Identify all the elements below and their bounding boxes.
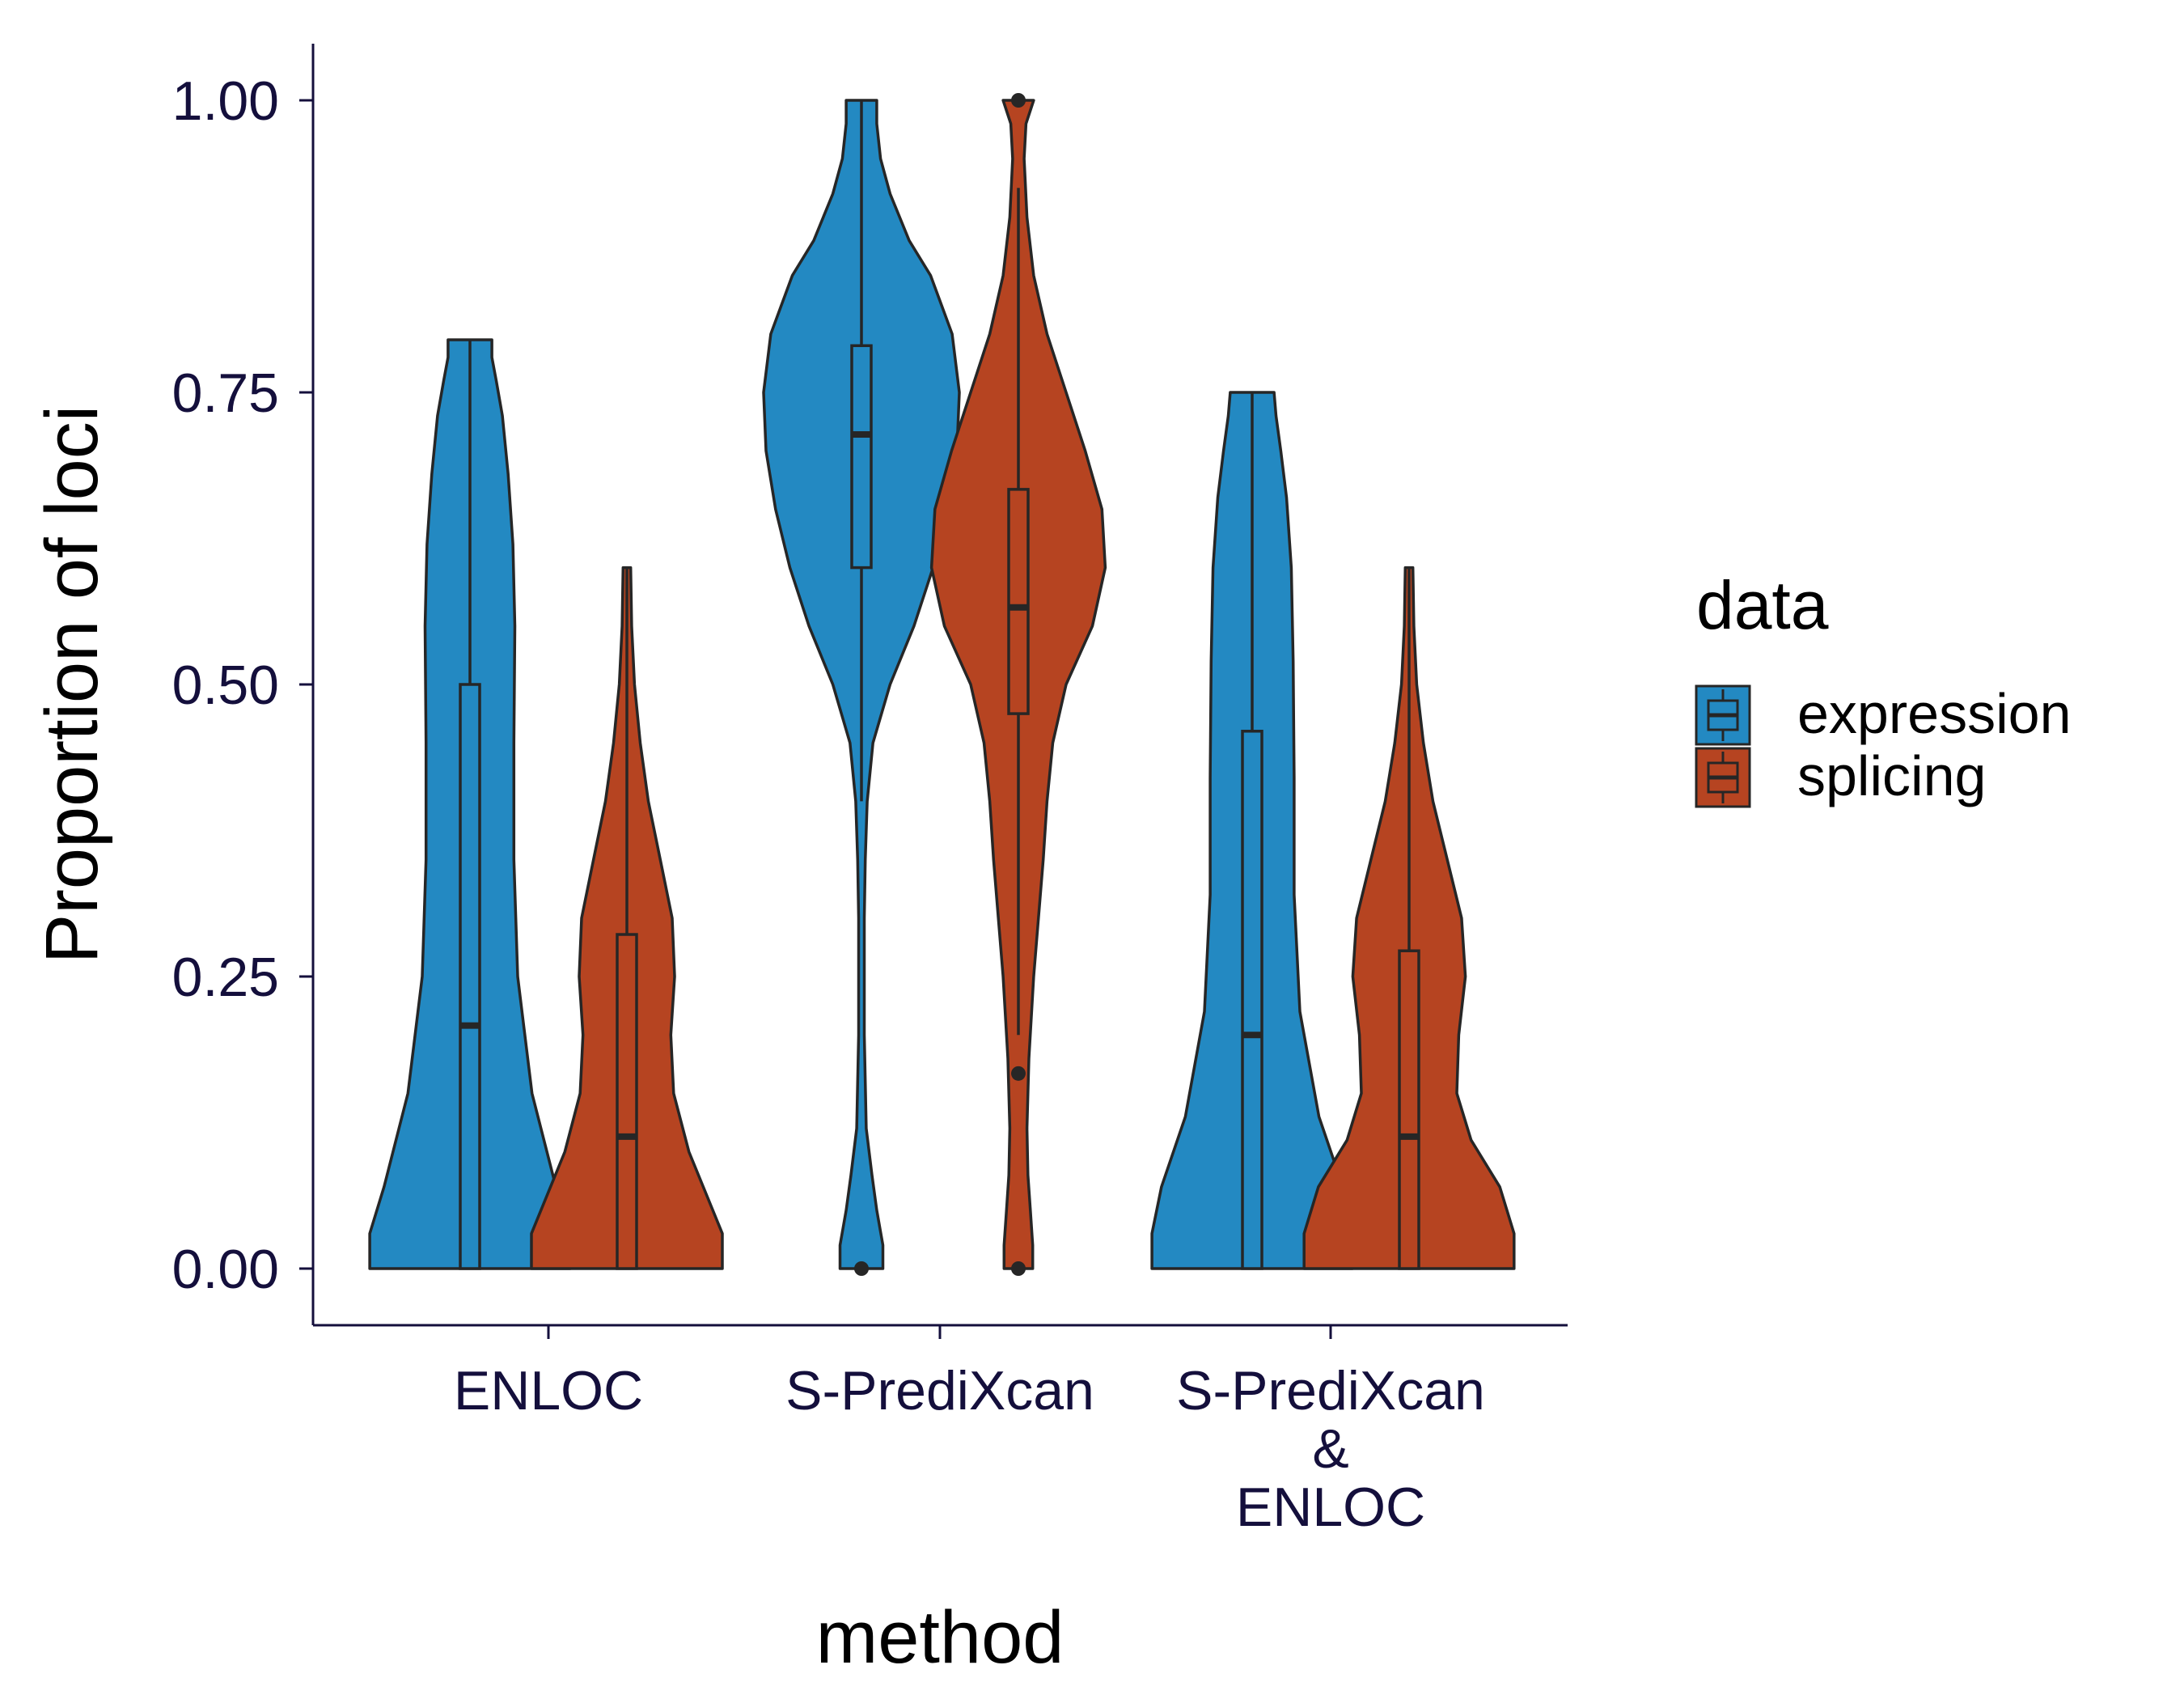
outlier-point — [1011, 93, 1026, 108]
box — [1007, 488, 1030, 715]
legend-item-expression: expression — [1695, 682, 2072, 746]
x-axis-title: method — [816, 1596, 1064, 1679]
x-tick-label: ENLOC — [1236, 1477, 1425, 1538]
plot-marks — [368, 93, 1516, 1276]
outlier-point — [854, 1261, 869, 1276]
y-tick-label: 0.75 — [172, 362, 279, 424]
violin-group-expression — [368, 338, 572, 1270]
violin-group-splicing — [929, 93, 1107, 1276]
y-axis-title: Proportion of loci — [31, 405, 113, 964]
violin-group-expression — [1150, 391, 1354, 1270]
x-tick-label: & — [1312, 1418, 1348, 1480]
x-ticks: ENLOC S-PrediXcan S-PrediXcan&ENLOC — [454, 1325, 1485, 1538]
y-ticks: 0.00 0.25 0.50 0.75 1.00 — [172, 70, 313, 1300]
x-tick-label: ENLOC — [454, 1360, 643, 1421]
legend-key-splicing — [1695, 747, 1751, 808]
box — [1398, 949, 1420, 1270]
outlier-point — [1011, 1066, 1026, 1081]
y-tick-label: 0.50 — [172, 655, 279, 716]
outlier-point — [1011, 1261, 1026, 1276]
box — [850, 344, 873, 570]
legend-title: data — [1696, 567, 1829, 643]
violin-group-splicing — [530, 566, 724, 1270]
box — [1241, 730, 1263, 1270]
x-tick-label: S-PrediXcan — [1176, 1360, 1485, 1421]
violin-group-expression — [762, 99, 961, 1276]
y-tick-label: 0.25 — [172, 947, 279, 1008]
axes: 0.00 0.25 0.50 0.75 1.00 ENLOC S-PrediXcan S-P… — [172, 44, 1568, 1538]
x-tick-label: S-PrediXcan — [785, 1360, 1094, 1421]
box — [459, 683, 481, 1270]
y-tick-label: 0.00 — [172, 1239, 279, 1300]
legend-item-splicing: splicing — [1695, 744, 1986, 808]
y-tick-label: 1.00 — [172, 70, 279, 132]
legend-label-splicing: splicing — [1797, 744, 1986, 807]
legend-key-expression — [1695, 684, 1751, 746]
legend-label-expression: expression — [1797, 682, 2072, 745]
box — [616, 933, 638, 1270]
violin-group-splicing — [1302, 566, 1516, 1270]
